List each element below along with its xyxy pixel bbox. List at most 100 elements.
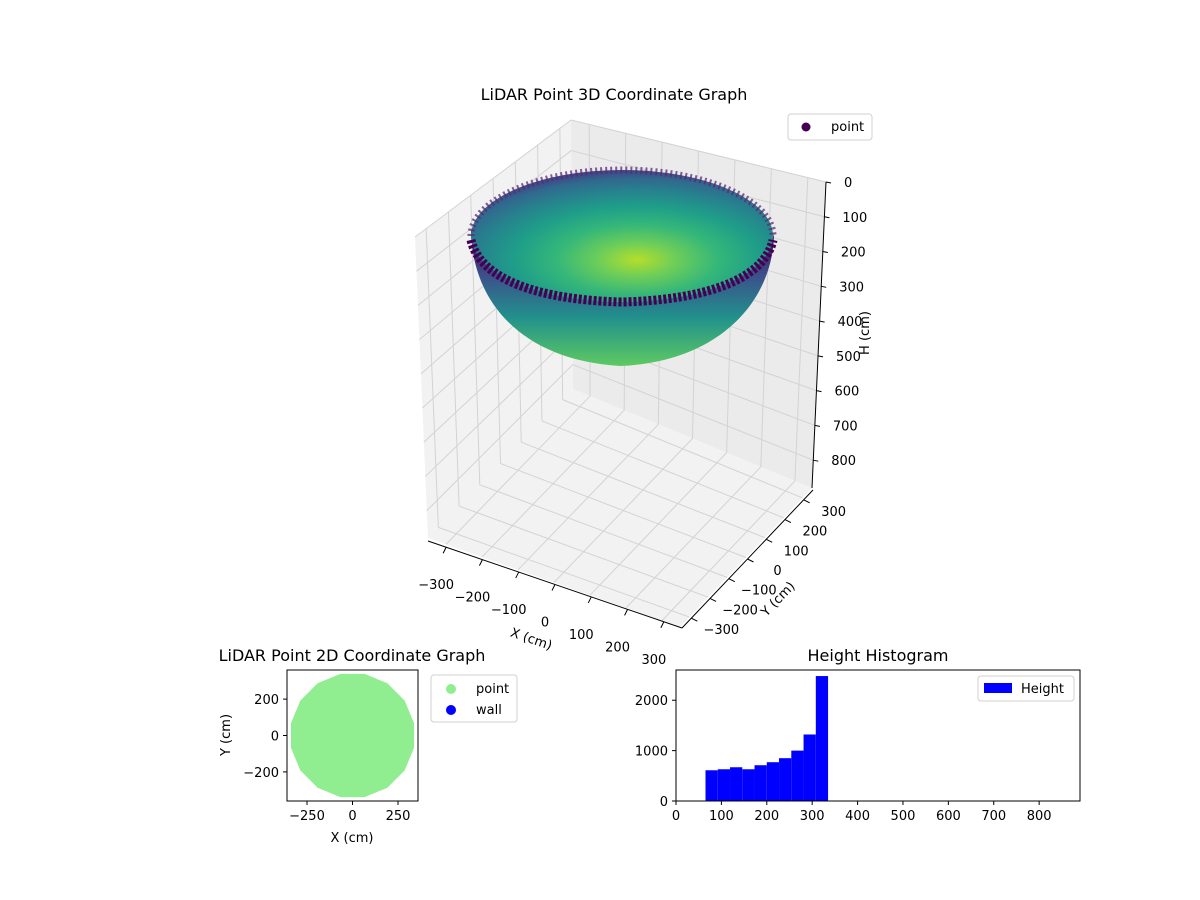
z-grid-left xyxy=(414,119,572,238)
histogram-bars xyxy=(705,676,829,801)
x-tick-3d xyxy=(587,596,592,604)
z-axis-line xyxy=(811,181,827,489)
z-tick-label-3d: 300 xyxy=(839,280,864,295)
z-tick-label-3d: 600 xyxy=(834,385,859,400)
legend-2d-point-marker xyxy=(446,684,456,694)
histogram-bar xyxy=(717,769,731,801)
legend-3d: point xyxy=(787,113,873,141)
y-tick-3d xyxy=(784,519,792,524)
point-series-disc xyxy=(290,673,415,798)
z-tick-label-3d: 800 xyxy=(831,454,856,469)
x-grid-back xyxy=(794,177,809,481)
x-tick-3d xyxy=(442,546,447,554)
y-tick-label-hist: 1000 xyxy=(635,745,668,760)
histogram-title: Height Histogram xyxy=(808,646,949,665)
y-grid-wall xyxy=(447,211,460,507)
x-tick-3d xyxy=(660,621,665,629)
z-tick-label-3d: 200 xyxy=(841,246,866,261)
bowl-rim xyxy=(467,166,777,237)
legend-histogram-swatch xyxy=(984,683,1012,693)
y-tick-label-3d: −100 xyxy=(741,584,777,599)
y-grid-wall xyxy=(425,228,439,528)
x-tick-label-3d: −300 xyxy=(418,578,454,593)
y-tick-label-3d: 300 xyxy=(821,505,846,520)
histogram-ticks: 0 100 200 300 400 500 600 700 800 0 1000 2000 xyxy=(635,694,1052,824)
y-tick-label-3d: 100 xyxy=(784,544,809,559)
y-tick-label-2d: 200 xyxy=(254,693,279,708)
x-tick-3d xyxy=(515,571,520,579)
histogram-bar xyxy=(791,750,804,801)
x-tick-label-2d: 250 xyxy=(386,809,411,824)
z-tick-label-3d: 700 xyxy=(833,419,858,434)
y-tick-label-hist: 2000 xyxy=(635,694,668,709)
x-tick-label-hist: 700 xyxy=(981,809,1006,824)
x-tick-label-3d: 300 xyxy=(641,653,666,668)
bowl-interior xyxy=(471,170,773,302)
legend-3d-label: point xyxy=(831,120,864,135)
3d-title: LiDAR Point 3D Coordinate Graph xyxy=(481,85,748,104)
histogram-bar xyxy=(754,765,767,801)
y-tick-3d xyxy=(803,499,810,504)
z-grid-left xyxy=(424,333,573,477)
legend-3d-frame xyxy=(787,113,873,141)
x-tick-label-hist: 100 xyxy=(709,809,734,824)
y-tick-3d xyxy=(691,617,698,622)
x-tick-label-hist: 0 xyxy=(672,809,680,824)
y-tick-label-3d: −300 xyxy=(703,623,739,638)
x-tick-label-hist: 400 xyxy=(845,809,870,824)
point-cloud-bowl xyxy=(466,166,778,366)
legend-2d: point wall xyxy=(430,674,518,723)
2d-axes: LiDAR Point 2D Coordinate Graph −250 0 250… xyxy=(219,646,518,846)
x-tick-label-3d: 0 xyxy=(541,616,549,631)
z-axis-label-3d: H (cm) xyxy=(858,311,873,355)
histogram-bar xyxy=(766,762,780,801)
legend-histogram-label: Height xyxy=(1021,682,1064,697)
x-tick-label-2d: 0 xyxy=(348,809,356,824)
legend-3d-marker xyxy=(801,122,811,132)
legend-2d-point-label: point xyxy=(476,682,509,697)
x-tick-3d xyxy=(551,584,556,591)
histogram-bar xyxy=(779,758,792,801)
histogram-plot-frame xyxy=(675,669,1081,802)
y-grid-floor xyxy=(500,463,747,558)
y-grid-floor xyxy=(438,526,690,618)
y-tick-3d xyxy=(765,538,773,543)
3d-axes: −300−200−1000100200300−300−200−100010020… xyxy=(414,85,873,668)
pane-floor xyxy=(428,389,812,627)
2d-title: LiDAR Point 2D Coordinate Graph xyxy=(219,646,486,665)
y-axis-label-2d: Y (cm) xyxy=(219,714,234,757)
x-tick-label-3d: 100 xyxy=(569,628,594,643)
y-grid-floor xyxy=(562,399,803,499)
histogram-bar xyxy=(803,734,816,801)
y-tick-label-3d: 200 xyxy=(803,525,828,540)
y-grid-floor xyxy=(479,484,728,578)
3d-ticks: −300−200−1000100200300−300−200−100010020… xyxy=(418,176,867,668)
bowl-outer-wall xyxy=(471,228,774,366)
x-tick-label-3d: 200 xyxy=(605,640,630,655)
z-tick-3d xyxy=(824,216,830,219)
2d-ticks: −250 0 250 200 0 −200 xyxy=(243,693,410,824)
histogram-bar xyxy=(705,770,718,801)
y-tick-3d xyxy=(747,558,754,563)
z-tick-label-3d: 100 xyxy=(842,211,867,226)
x-tick-label-2d: −250 xyxy=(289,809,325,824)
y-tick-3d xyxy=(728,578,736,583)
x-tick-3d xyxy=(478,559,483,566)
z-tick-3d xyxy=(825,181,832,184)
z-tick-3d xyxy=(821,285,827,288)
legend-histogram: Height xyxy=(977,675,1075,702)
x-tick-3d xyxy=(624,609,629,616)
z-tick-3d xyxy=(816,390,822,393)
legend-2d-wall-label: wall xyxy=(476,703,502,718)
x-tick-label-hist: 300 xyxy=(800,809,825,824)
x-tick-label-hist: 200 xyxy=(754,809,779,824)
legend-histogram-frame xyxy=(977,675,1075,702)
y-grid-floor xyxy=(458,505,709,598)
z-tick-3d xyxy=(819,320,825,323)
y-tick-label-2d: 0 xyxy=(271,730,279,745)
histogram-bar xyxy=(815,676,829,801)
y-grid-floor xyxy=(521,441,766,539)
z-tick-3d xyxy=(822,251,828,254)
y-tick-label-2d: −200 xyxy=(243,766,279,781)
